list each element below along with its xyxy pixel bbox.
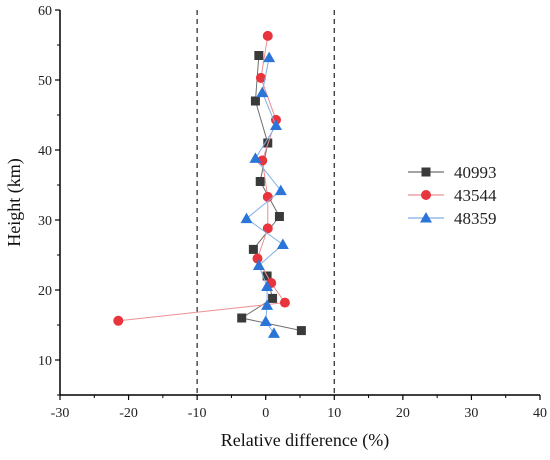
data-point-48359: [240, 212, 253, 224]
x-tick-label: 40: [533, 406, 547, 421]
y-tick-label: 40: [38, 144, 52, 159]
x-tick-label: -30: [51, 406, 70, 421]
data-point-48359: [261, 299, 274, 310]
y-tick-label: 10: [38, 354, 52, 369]
data-point-43544: [262, 30, 273, 41]
data-point-40993: [237, 313, 247, 323]
data-point-48359: [256, 86, 269, 98]
data-point-43544: [262, 223, 273, 234]
reference-lines-layer: [196, 10, 335, 395]
data-point-40993: [268, 293, 278, 303]
legend-item-43544: 43544: [408, 186, 497, 205]
data-point-48359: [263, 51, 276, 63]
y-tick-label: 50: [38, 74, 52, 89]
y-tick-label: 60: [38, 4, 52, 19]
data-point-43544: [279, 297, 290, 308]
data-point-43544: [113, 315, 124, 326]
legend-item-48359: 48359: [408, 209, 497, 228]
series-layer: [113, 30, 306, 338]
series-43544: [113, 30, 290, 326]
data-point-48359: [267, 327, 280, 338]
x-tick-label: -10: [188, 406, 207, 421]
legend-label: 48359: [454, 209, 497, 228]
data-point-40993: [296, 326, 306, 336]
y-tick-label: 30: [38, 214, 52, 229]
legend-label: 43544: [454, 186, 497, 205]
data-point-43544: [252, 253, 263, 264]
y-tick-label: 20: [38, 284, 52, 299]
x-tick-label: -20: [119, 406, 138, 421]
legend-marker: [421, 190, 431, 200]
legend-label: 40993: [454, 163, 497, 182]
data-point-40993: [274, 212, 284, 221]
x-axis-title: Relative difference (%): [221, 430, 390, 451]
data-point-40993: [248, 244, 258, 254]
x-tick-label: 0: [262, 406, 269, 421]
data-point-43544: [262, 191, 273, 202]
legend: 40993 43544 48359: [408, 163, 497, 228]
x-tick-label: 10: [327, 406, 341, 421]
data-point-48359: [261, 280, 274, 291]
x-tick-label: 20: [396, 406, 410, 421]
data-point-48359: [252, 259, 265, 270]
data-point-48359: [270, 119, 282, 130]
data-point-40993: [250, 96, 260, 106]
data-point-48359: [274, 184, 287, 196]
x-tick-label: 30: [464, 406, 478, 421]
series-48359: [240, 51, 289, 338]
series-40993: [237, 51, 306, 336]
data-point-43544: [255, 72, 266, 83]
legend-marker: [421, 167, 431, 177]
legend-marker: [420, 212, 432, 223]
data-point-40993: [255, 177, 265, 186]
data-point-48359: [259, 315, 272, 326]
axes-layer: -30 -20 -10 0 10 20 30 40 10 20 30 40 50 60: [38, 4, 547, 421]
series-line-43544: [118, 35, 286, 322]
data-point-43544: [257, 155, 268, 166]
data-point-40993: [254, 51, 264, 60]
data-point-48359: [276, 238, 289, 249]
legend-item-40993: 40993: [408, 163, 497, 182]
data-point-48359: [249, 152, 262, 163]
y-axis-title: Height (km): [4, 158, 25, 246]
